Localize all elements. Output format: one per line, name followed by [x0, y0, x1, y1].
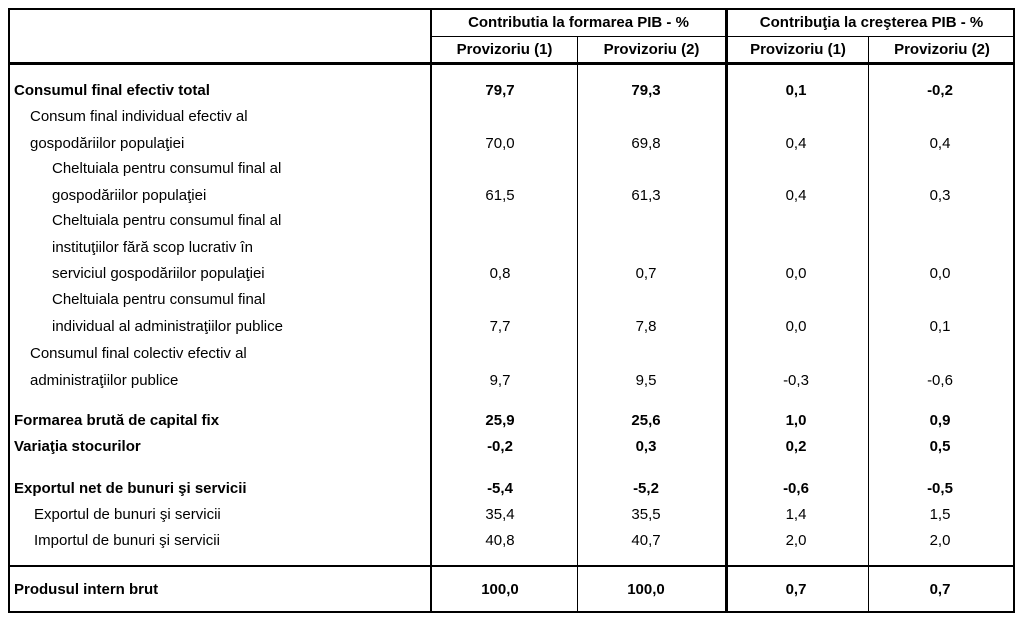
row-label: Variaţia stocurilor	[14, 438, 141, 455]
row-value: 100,0	[627, 581, 665, 598]
row-value: 0,1	[785, 82, 807, 99]
header-group-growth: Contribuţia la creşterea PIB - %	[759, 14, 984, 31]
row-label: Consumul final colectiv efectiv al admin…	[30, 345, 247, 389]
row-value: 61,3	[631, 186, 661, 204]
row-value: -0,2	[487, 438, 513, 455]
row-value: 0,3	[929, 186, 951, 204]
row-value: -0,5	[927, 480, 953, 497]
row-value: -0,3	[783, 371, 809, 389]
row-value: 2,0	[929, 532, 951, 549]
row-value: 2,0	[785, 532, 807, 549]
row-value: 0,3	[635, 438, 657, 455]
row-value: -0,2	[927, 82, 953, 99]
divider	[725, 10, 728, 611]
row-label: Produsul intern brut	[14, 581, 159, 598]
row-value: 1,4	[785, 506, 807, 523]
row-value: 25,9	[485, 412, 515, 429]
row-value: 0,4	[785, 186, 807, 204]
row-label: Exportul net de bunuri şi servicii	[14, 480, 247, 497]
row-value: 79,7	[485, 82, 515, 99]
row-value: 1,0	[785, 412, 807, 429]
row-value: 25,6	[631, 412, 661, 429]
table-row: Formarea brută de capital fix 25,9 25,6 1,0…	[8, 408, 1015, 435]
table-row: Variaţia stocurilor -0,2 0,3 0,2 0,5	[8, 434, 1015, 461]
divider	[10, 565, 1013, 567]
row-value: 0,4	[785, 134, 807, 152]
row-value: 1,5	[929, 506, 951, 523]
table-row: Exportul net de bunuri şi servicii -5,4 -5…	[8, 476, 1015, 503]
row-value: 0,7	[635, 265, 657, 282]
row-value: 40,7	[631, 532, 661, 549]
row-value: 0,5	[929, 438, 951, 455]
header-col: Provizoriu (1)	[750, 41, 846, 58]
divider	[10, 62, 1013, 65]
row-label: Consum final individual efectiv al gospo…	[30, 108, 248, 152]
divider	[430, 10, 432, 611]
row-label: Cheltuiala pentru consumul final al gosp…	[52, 160, 282, 204]
header-col: Provizoriu (1)	[456, 41, 553, 58]
row-value: 0,2	[785, 438, 807, 455]
row-value: 69,8	[631, 134, 661, 152]
table-row: Cheltuiala pentru consumul final al gosp…	[8, 156, 1015, 209]
row-value: 79,3	[631, 82, 661, 99]
row-label: Formarea brută de capital fix	[14, 412, 220, 429]
row-value: 0,0	[785, 317, 807, 335]
header-group-formation: Contributia la formarea PIB - %	[468, 14, 689, 31]
row-value: 0,9	[929, 412, 951, 429]
table-row: Cheltuiala pentru consumul final al inst…	[8, 208, 1015, 288]
row-value: 0,4	[929, 134, 951, 152]
row-label: Exportul de bunuri şi servicii	[34, 506, 221, 523]
row-value: 0,7	[785, 581, 807, 598]
row-value: 0,8	[489, 265, 511, 282]
row-value: -0,6	[927, 371, 953, 389]
table-row: Importul de bunuri şi servicii 40,8 40,7 2,…	[8, 528, 1015, 555]
row-value: 70,0	[485, 134, 515, 152]
header-col: Provizoriu (2)	[894, 41, 990, 58]
row-value: 0,0	[929, 265, 951, 282]
row-value: 0,1	[929, 317, 951, 335]
table-row: Cheltuiala pentru consumul final individ…	[8, 287, 1015, 340]
gdp-contribution-table: Contributia la formarea PIB - % Contribu…	[8, 8, 1015, 613]
table-row: Produsul intern brut 100,0 100,0 0,7 0,7	[8, 577, 1015, 604]
table-row: Exportul de bunuri şi servicii 35,4 35,5 1,…	[8, 502, 1015, 529]
row-value: 61,5	[485, 186, 515, 204]
row-value: 7,8	[635, 317, 657, 335]
row-value: 0,7	[929, 581, 951, 598]
row-label: Consumul final efectiv total	[14, 82, 210, 99]
row-value: 35,5	[631, 506, 661, 523]
divider	[430, 36, 1013, 37]
row-value: -0,6	[783, 480, 809, 497]
row-value: 0,0	[785, 265, 807, 282]
row-value: 35,4	[485, 506, 515, 523]
divider	[577, 36, 578, 611]
row-label: Cheltuiala pentru consumul final al inst…	[52, 212, 282, 282]
row-label: Importul de bunuri şi servicii	[34, 532, 220, 549]
row-value: 40,8	[485, 532, 515, 549]
row-value: 7,7	[489, 317, 511, 335]
divider	[868, 36, 869, 611]
row-value: -5,4	[487, 480, 513, 497]
row-value: 100,0	[481, 581, 519, 598]
table-row: Consumul final efectiv total 79,7 79,3 0,1 -…	[8, 78, 1015, 105]
row-value: 9,5	[635, 371, 657, 389]
row-label: Cheltuiala pentru consumul final individ…	[52, 291, 283, 335]
header-col: Provizoriu (2)	[603, 41, 700, 58]
row-value: -5,2	[633, 480, 659, 497]
row-value: 9,7	[489, 371, 511, 389]
table-row: Consumul final colectiv efectiv al admin…	[8, 341, 1015, 394]
table-row: Consum final individual efectiv al gospo…	[8, 104, 1015, 157]
